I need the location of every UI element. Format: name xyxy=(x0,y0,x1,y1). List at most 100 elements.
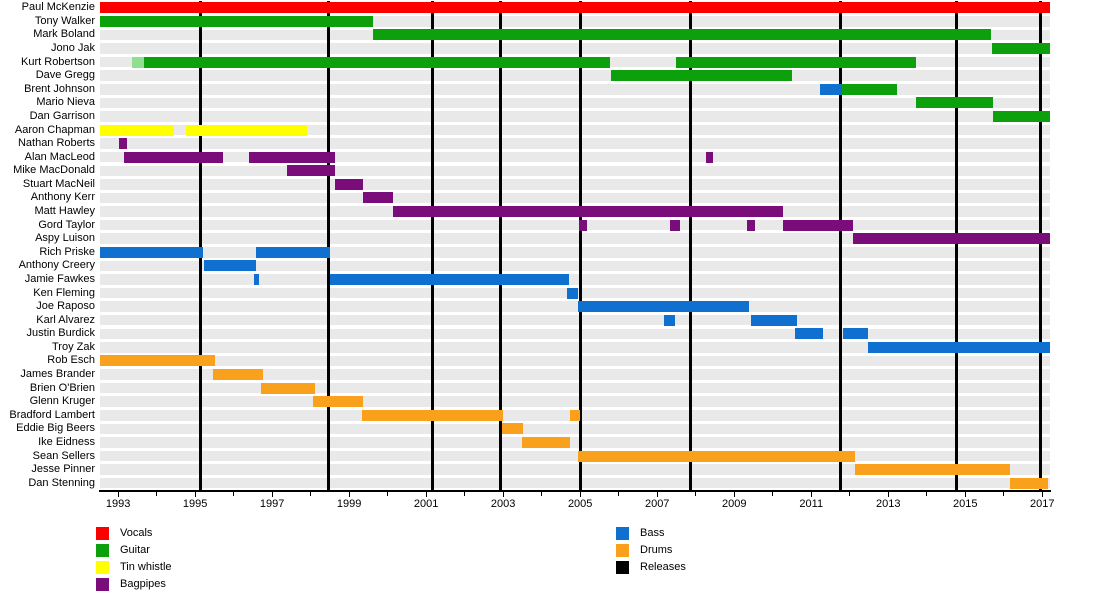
member-label: Sean Sellers xyxy=(32,449,95,462)
member-row-band xyxy=(100,16,1050,27)
member-label: Mario Nieva xyxy=(36,96,95,109)
member-row-band xyxy=(100,70,1050,81)
member-row-band xyxy=(100,477,1050,489)
legend-label-releases: Releases xyxy=(640,561,686,573)
timeline-bar xyxy=(249,151,335,163)
member-row-band xyxy=(100,369,1050,380)
x-axis-tick xyxy=(117,492,119,497)
timeline-bar xyxy=(569,409,580,421)
legend-label-drums: Drums xyxy=(640,544,673,556)
member-row-band xyxy=(100,165,1050,177)
member-label: Troy Zak xyxy=(52,340,95,353)
timeline-bar xyxy=(260,382,315,394)
timeline-bar xyxy=(867,341,1050,353)
member-row-band xyxy=(100,450,1050,462)
legend-swatch-bass xyxy=(616,527,629,540)
member-label: Dave Gregg xyxy=(35,69,95,82)
x-axis-tick xyxy=(464,492,466,496)
x-axis-tick xyxy=(579,492,581,497)
member-label: Karl Alvarez xyxy=(36,313,95,326)
timeline-bar xyxy=(567,287,578,299)
timeline-bar xyxy=(213,369,263,381)
x-axis-tick xyxy=(1003,492,1005,496)
x-axis-tick xyxy=(733,492,735,497)
member-row-band xyxy=(100,464,1050,475)
member-label: Kurt Robertson xyxy=(21,55,95,68)
x-axis-year-label: 2005 xyxy=(567,498,593,510)
x-axis-year-label: 2017 xyxy=(1030,498,1055,510)
timeline-bar xyxy=(746,219,755,231)
timeline-bar xyxy=(577,450,855,462)
member-row-band xyxy=(100,179,1050,190)
timeline-bar xyxy=(992,110,1050,122)
legend-swatch-vocals xyxy=(96,527,109,540)
member-row-band xyxy=(100,437,1050,448)
member-row-band xyxy=(100,355,1050,367)
x-axis-tick xyxy=(849,492,851,496)
member-row-band xyxy=(100,43,1050,54)
member-label: Tony Walker xyxy=(34,14,95,27)
member-label: Ike Eidness xyxy=(38,435,95,448)
x-axis-tick xyxy=(194,492,196,497)
timeline-bar xyxy=(100,15,374,27)
x-axis-tick xyxy=(425,492,427,497)
member-label: Mike MacDonald xyxy=(13,164,95,177)
member-label: Mark Boland xyxy=(33,28,95,41)
member-label: Brent Johnson xyxy=(24,82,95,95)
legend-label-tin_whistle: Tin whistle xyxy=(120,561,172,573)
member-row-band xyxy=(100,151,1050,163)
x-axis-tick xyxy=(502,492,504,497)
member-row-band xyxy=(100,396,1050,407)
release-line xyxy=(839,1,842,490)
legend-swatch-guitar xyxy=(96,544,109,557)
timeline-bar xyxy=(854,464,1010,476)
legend-swatch-drums xyxy=(616,544,629,557)
x-axis-year-label: 1999 xyxy=(336,498,362,510)
timeline-bar xyxy=(579,219,587,231)
x-axis-tick xyxy=(887,492,889,497)
member-row-band xyxy=(100,247,1050,258)
timeline-bar xyxy=(705,151,713,163)
x-axis-year-label: 1995 xyxy=(182,498,208,510)
timeline-bar xyxy=(100,124,174,136)
timeline-bar xyxy=(131,56,144,68)
timeline-bar xyxy=(841,83,898,95)
x-axis-tick xyxy=(233,492,235,496)
x-axis-tick xyxy=(656,492,658,497)
member-label: Matt Hawley xyxy=(34,205,95,218)
timeline-bar xyxy=(100,355,216,367)
timeline-bar xyxy=(361,409,503,421)
member-row-band xyxy=(100,342,1050,353)
member-label: Dan Garrison xyxy=(29,109,95,122)
legend-label-guitar: Guitar xyxy=(120,544,150,556)
x-axis-tick xyxy=(1041,492,1043,497)
timeline-bar xyxy=(852,233,1050,245)
x-axis-tick xyxy=(387,492,389,496)
timeline-bar xyxy=(254,273,260,285)
timeline-bar xyxy=(100,246,204,258)
member-label: Jesse Pinner xyxy=(31,463,95,476)
x-axis-year-label: 1997 xyxy=(259,498,285,510)
member-row-band xyxy=(100,328,1050,340)
release-line xyxy=(199,1,203,490)
timeline-bar xyxy=(312,396,363,408)
x-axis-tick xyxy=(310,492,312,496)
member-row-band xyxy=(100,111,1050,122)
timeline-bar xyxy=(676,56,917,68)
member-label: Rich Priske xyxy=(39,245,95,258)
timeline-bar xyxy=(577,301,749,313)
member-row-band xyxy=(100,192,1050,204)
member-label: Paul McKenzie xyxy=(21,1,95,14)
release-line xyxy=(689,1,693,490)
member-label: Brien O'Brien xyxy=(29,381,95,394)
member-label: Nathan Roberts xyxy=(17,137,95,150)
timeline-bar xyxy=(203,260,256,272)
release-line xyxy=(579,1,583,490)
timeline-bar xyxy=(393,206,783,218)
x-axis-tick xyxy=(348,492,350,497)
member-label: Eddie Big Beers xyxy=(16,422,95,435)
member-label: Joe Raposo xyxy=(36,300,95,313)
x-axis-tick xyxy=(271,492,273,497)
timeline-bar xyxy=(992,43,1050,55)
